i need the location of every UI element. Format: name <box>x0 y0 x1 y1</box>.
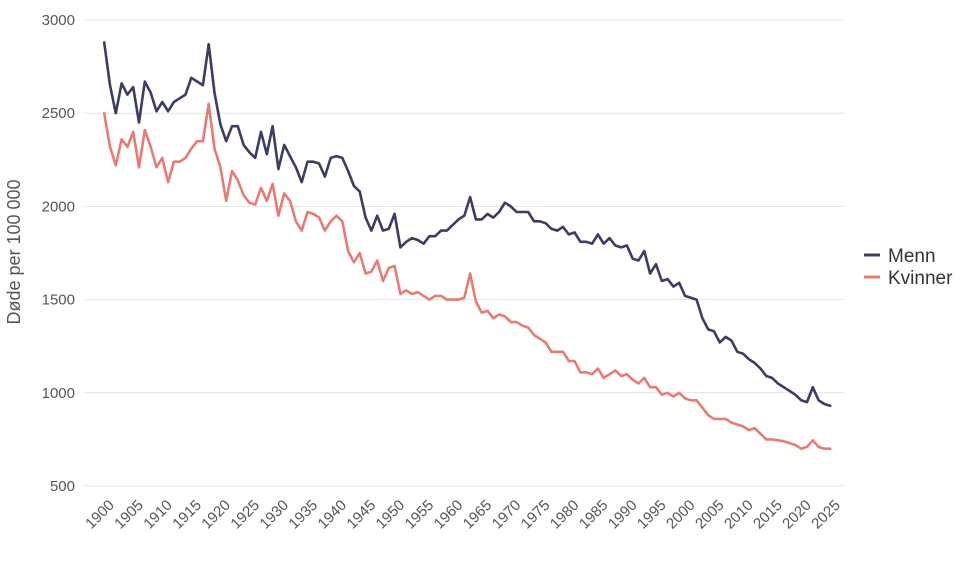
x-tick-label: 1980 <box>547 497 583 533</box>
x-tick-label: 1950 <box>373 497 409 533</box>
series-line-kvinner <box>102 102 832 451</box>
x-tick-label: 1975 <box>518 497 554 533</box>
series-lines <box>102 41 832 451</box>
x-tick-label: 1960 <box>431 497 467 533</box>
x-tick-label: 1955 <box>402 497 438 533</box>
x-tick-label: 1905 <box>111 497 147 533</box>
y-tick-label: 2000 <box>42 198 75 215</box>
x-tick-label: 1935 <box>285 497 321 533</box>
y-tick-label: 1000 <box>42 385 75 402</box>
x-tick-label: 2000 <box>663 497 699 533</box>
x-tick-label: 2025 <box>808 497 844 533</box>
x-tick-label: 1925 <box>227 497 263 533</box>
x-tick-label: 2005 <box>692 497 728 533</box>
legend-label-kvinner: Kvinner <box>888 268 953 289</box>
x-tick-label: 1900 <box>82 497 118 533</box>
x-tick-label: 1995 <box>634 497 670 533</box>
y-tick-label: 1500 <box>42 292 75 309</box>
x-tick-label: 1945 <box>344 497 380 533</box>
y-axis-ticks: 500 1000 1500 2000 2500 3000 <box>42 12 75 495</box>
x-tick-label: 2010 <box>721 497 757 533</box>
x-tick-label: 1985 <box>576 497 612 533</box>
x-tick-label: 1990 <box>605 497 641 533</box>
series-line-menn <box>102 41 832 408</box>
y-tick-label: 500 <box>50 478 75 495</box>
x-tick-label: 1970 <box>489 497 525 533</box>
x-tick-label: 2020 <box>779 497 815 533</box>
x-tick-label: 1965 <box>460 497 496 533</box>
x-tick-label: 1930 <box>256 497 292 533</box>
legend-label-menn: Menn <box>888 246 936 267</box>
y-axis-title: Døde per 100 000 <box>4 179 24 324</box>
x-tick-label: 2015 <box>750 497 786 533</box>
x-tick-label: 1920 <box>198 497 234 533</box>
x-tick-label: 1910 <box>140 497 176 533</box>
y-tick-label: 3000 <box>42 12 75 29</box>
x-tick-label: 1915 <box>169 497 205 533</box>
x-tick-label: 1940 <box>315 497 351 533</box>
y-tick-label: 2500 <box>42 105 75 122</box>
x-axis-ticks: 1900190519101915192019251930193519401945… <box>82 497 844 533</box>
gridlines <box>85 19 845 487</box>
